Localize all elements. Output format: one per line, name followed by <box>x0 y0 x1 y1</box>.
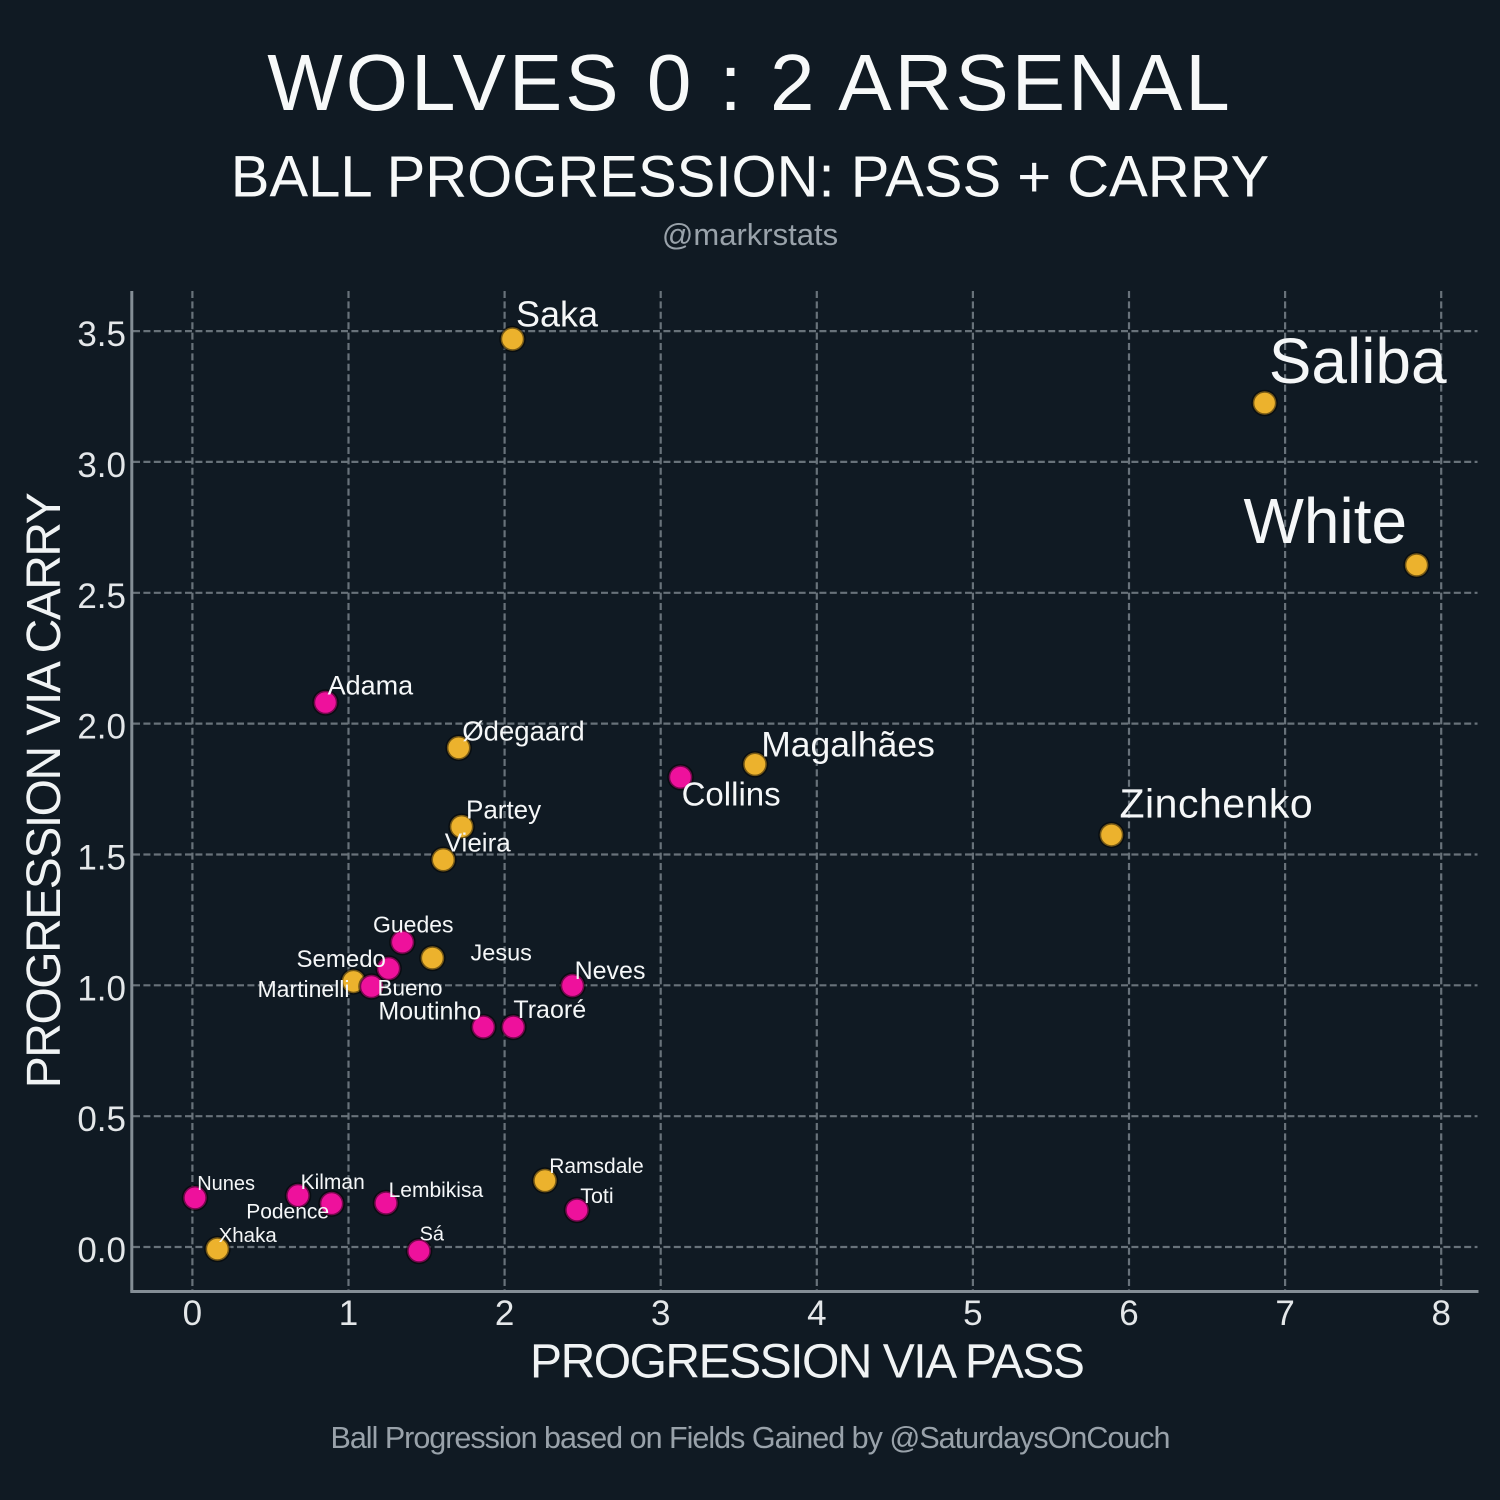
svg-text:0: 0 <box>183 1294 202 1333</box>
svg-text:Vieira: Vieira <box>445 828 512 858</box>
svg-text:Ball Progression based on Fiel: Ball Progression based on Fields Gained … <box>330 1421 1169 1455</box>
svg-text:0.5: 0.5 <box>77 1100 126 1139</box>
svg-text:Saka: Saka <box>516 294 599 335</box>
svg-text:2.0: 2.0 <box>77 708 126 747</box>
svg-text:1: 1 <box>339 1294 358 1333</box>
svg-text:1.5: 1.5 <box>77 839 126 878</box>
svg-text:2.5: 2.5 <box>77 577 126 616</box>
svg-text:Magalhães: Magalhães <box>761 724 935 764</box>
svg-text:Xhaka: Xhaka <box>219 1224 278 1247</box>
svg-text:3.5: 3.5 <box>77 315 126 354</box>
svg-text:Podence: Podence <box>246 1201 329 1224</box>
svg-text:3.0: 3.0 <box>77 446 126 485</box>
svg-text:Partey: Partey <box>466 795 541 825</box>
svg-text:Saliba: Saliba <box>1269 325 1447 397</box>
svg-text:Toti: Toti <box>580 1184 613 1208</box>
svg-text:Lembikisa: Lembikisa <box>389 1179 484 1202</box>
svg-text:Jesus: Jesus <box>471 939 532 965</box>
svg-text:7: 7 <box>1275 1294 1294 1333</box>
svg-text:3: 3 <box>651 1294 670 1333</box>
svg-text:WOLVES 0 : 2 ARSENAL: WOLVES 0 : 2 ARSENAL <box>267 38 1233 127</box>
svg-text:BALL PROGRESSION: PASS + CARRY: BALL PROGRESSION: PASS + CARRY <box>231 145 1269 210</box>
svg-text:Sá: Sá <box>420 1223 445 1245</box>
svg-text:@markrstats: @markrstats <box>662 217 838 252</box>
svg-text:0.0: 0.0 <box>77 1231 126 1270</box>
svg-text:Guedes: Guedes <box>373 912 454 938</box>
svg-text:Semedo: Semedo <box>297 946 386 973</box>
svg-text:Ramsdale: Ramsdale <box>549 1155 644 1178</box>
svg-text:Traoré: Traoré <box>513 996 586 1024</box>
svg-text:6: 6 <box>1119 1294 1138 1333</box>
svg-text:Kilman: Kilman <box>301 1171 365 1194</box>
svg-text:PROGRESSION VIA CARRY: PROGRESSION VIA CARRY <box>18 493 71 1088</box>
svg-text:Nunes: Nunes <box>197 1173 255 1195</box>
svg-text:5: 5 <box>963 1294 982 1333</box>
svg-text:Ødegaard: Ødegaard <box>462 716 584 747</box>
svg-text:Moutinho: Moutinho <box>378 998 481 1026</box>
svg-text:Adama: Adama <box>328 671 415 701</box>
svg-text:4: 4 <box>807 1294 826 1333</box>
svg-text:8: 8 <box>1431 1294 1450 1333</box>
svg-text:Bueno: Bueno <box>378 976 443 1001</box>
svg-text:Neves: Neves <box>575 957 646 985</box>
svg-text:Collins: Collins <box>682 775 781 812</box>
svg-text:Zinchenko: Zinchenko <box>1120 781 1314 827</box>
svg-text:PROGRESSION VIA PASS: PROGRESSION VIA PASS <box>530 1336 1083 1389</box>
svg-text:White: White <box>1244 485 1408 557</box>
svg-text:2: 2 <box>495 1294 514 1333</box>
svg-text:1.0: 1.0 <box>77 969 126 1008</box>
svg-text:Martinelli: Martinelli <box>258 976 350 1002</box>
